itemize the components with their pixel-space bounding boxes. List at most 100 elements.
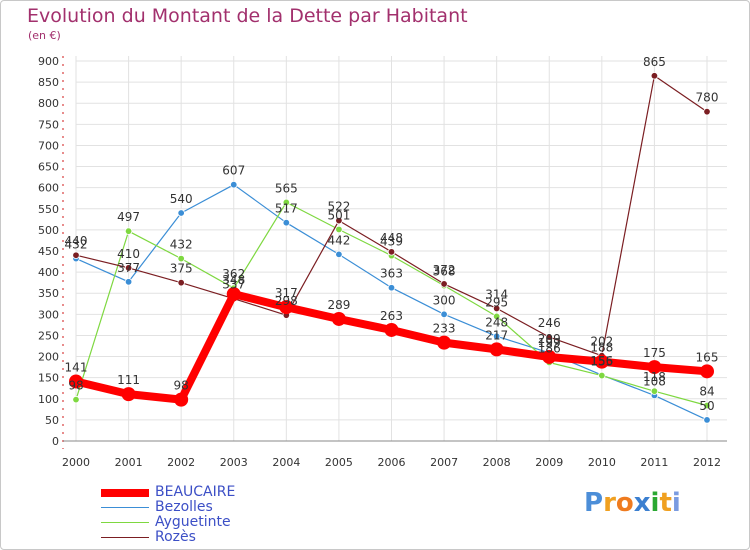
data-point (489, 342, 504, 357)
data-point (700, 364, 714, 379)
data-point (492, 304, 501, 313)
legend-label: Bezolles (155, 499, 213, 515)
y-tick-label: 650 (38, 161, 59, 174)
data-label: 377 (117, 261, 140, 275)
data-point (440, 280, 448, 288)
y-tick-label: 550 (38, 203, 59, 216)
y-tick-label: 200 (38, 351, 59, 364)
data-label: 50 (699, 399, 714, 413)
data-point (174, 392, 189, 407)
x-tick-label: 2002 (167, 456, 195, 469)
data-point (279, 300, 294, 315)
data-label: 439 (380, 235, 403, 249)
y-tick-label: 350 (38, 287, 59, 300)
chart-subtitle: (en €) (28, 29, 61, 42)
data-point (647, 360, 662, 375)
data-label: 865 (643, 55, 666, 69)
data-point (72, 395, 80, 404)
logo-letter: i (671, 488, 681, 518)
data-label: 607 (222, 164, 245, 178)
x-tick-label: 2001 (115, 456, 143, 469)
data-point (69, 374, 83, 389)
data-point (121, 387, 136, 402)
y-tick-label: 400 (38, 266, 59, 279)
data-point (650, 72, 659, 80)
data-point (282, 219, 291, 227)
y-tick-label: 700 (38, 139, 59, 152)
legend-item: Ayguetinte (101, 515, 235, 530)
y-tick-label: 100 (38, 393, 59, 406)
data-label: 314 (485, 287, 508, 301)
data-label: 363 (380, 267, 403, 281)
y-tick-label: 600 (38, 182, 59, 195)
legend-swatch (101, 537, 149, 538)
data-point (545, 333, 553, 341)
x-tick-label: 2009 (535, 456, 563, 469)
data-label: 780 (696, 91, 719, 105)
data-label: 501 (327, 208, 350, 222)
data-label: 375 (170, 262, 193, 276)
data-label: 217 (485, 328, 508, 342)
legend-item: BEAUCAIRE (101, 485, 235, 500)
data-point (72, 251, 80, 259)
data-label: 540 (170, 192, 193, 206)
data-label: 98 (68, 379, 83, 393)
legend-swatch (101, 488, 149, 497)
data-point (331, 311, 346, 326)
legend-item: Rozès (101, 530, 235, 545)
data-label: 84 (699, 385, 714, 399)
legend-label: Ayguetinte (155, 514, 231, 530)
data-point (335, 225, 343, 234)
logo-letter: t (659, 488, 672, 518)
data-point (177, 209, 185, 217)
data-label: 246 (538, 316, 561, 330)
logo-letter: P (584, 488, 604, 518)
x-tick-label: 2006 (378, 456, 406, 469)
data-point (594, 354, 609, 369)
x-tick-label: 2007 (430, 456, 458, 469)
x-tick-label: 2011 (640, 456, 668, 469)
logo-letter: r (603, 488, 616, 518)
data-label: 141 (65, 360, 88, 374)
data-label: 295 (485, 295, 508, 309)
data-label: 108 (643, 374, 666, 388)
data-label: 432 (170, 238, 193, 252)
data-point (387, 248, 396, 256)
y-tick-label: 50 (45, 414, 59, 427)
data-label: 317 (275, 286, 298, 300)
y-tick-label: 800 (38, 97, 59, 110)
data-point (177, 254, 185, 263)
data-point (703, 416, 711, 424)
data-label: 289 (327, 298, 350, 312)
data-point (124, 227, 133, 235)
y-tick-label: 900 (38, 55, 59, 68)
data-point (335, 250, 343, 259)
data-label: 118 (643, 370, 666, 384)
data-point (542, 349, 557, 364)
data-point (703, 107, 711, 116)
data-label: 522 (327, 200, 350, 214)
legend-label: Rozès (155, 529, 196, 545)
data-label: 410 (117, 247, 140, 261)
x-tick-label: 2004 (272, 456, 300, 469)
y-tick-label: 0 (52, 435, 59, 448)
legend-label: BEAUCAIRE (155, 484, 236, 500)
data-label: 188 (590, 341, 613, 355)
data-point (124, 278, 133, 286)
x-tick-label: 2012 (693, 456, 721, 469)
data-point (440, 310, 448, 319)
legend-swatch (101, 507, 149, 508)
data-point (598, 371, 606, 380)
chart-title: Evolution du Montant de la Dette par Hab… (27, 5, 468, 27)
data-label: 300 (433, 293, 456, 307)
data-label: 199 (538, 336, 561, 350)
data-label: 98 (174, 379, 189, 393)
data-label: 156 (590, 354, 613, 368)
data-point (177, 278, 185, 287)
data-point (492, 312, 501, 321)
data-point (230, 181, 238, 189)
legend-swatch (101, 522, 149, 523)
proxiti-logo: Proxiti (584, 488, 681, 518)
y-tick-label: 450 (38, 245, 59, 258)
